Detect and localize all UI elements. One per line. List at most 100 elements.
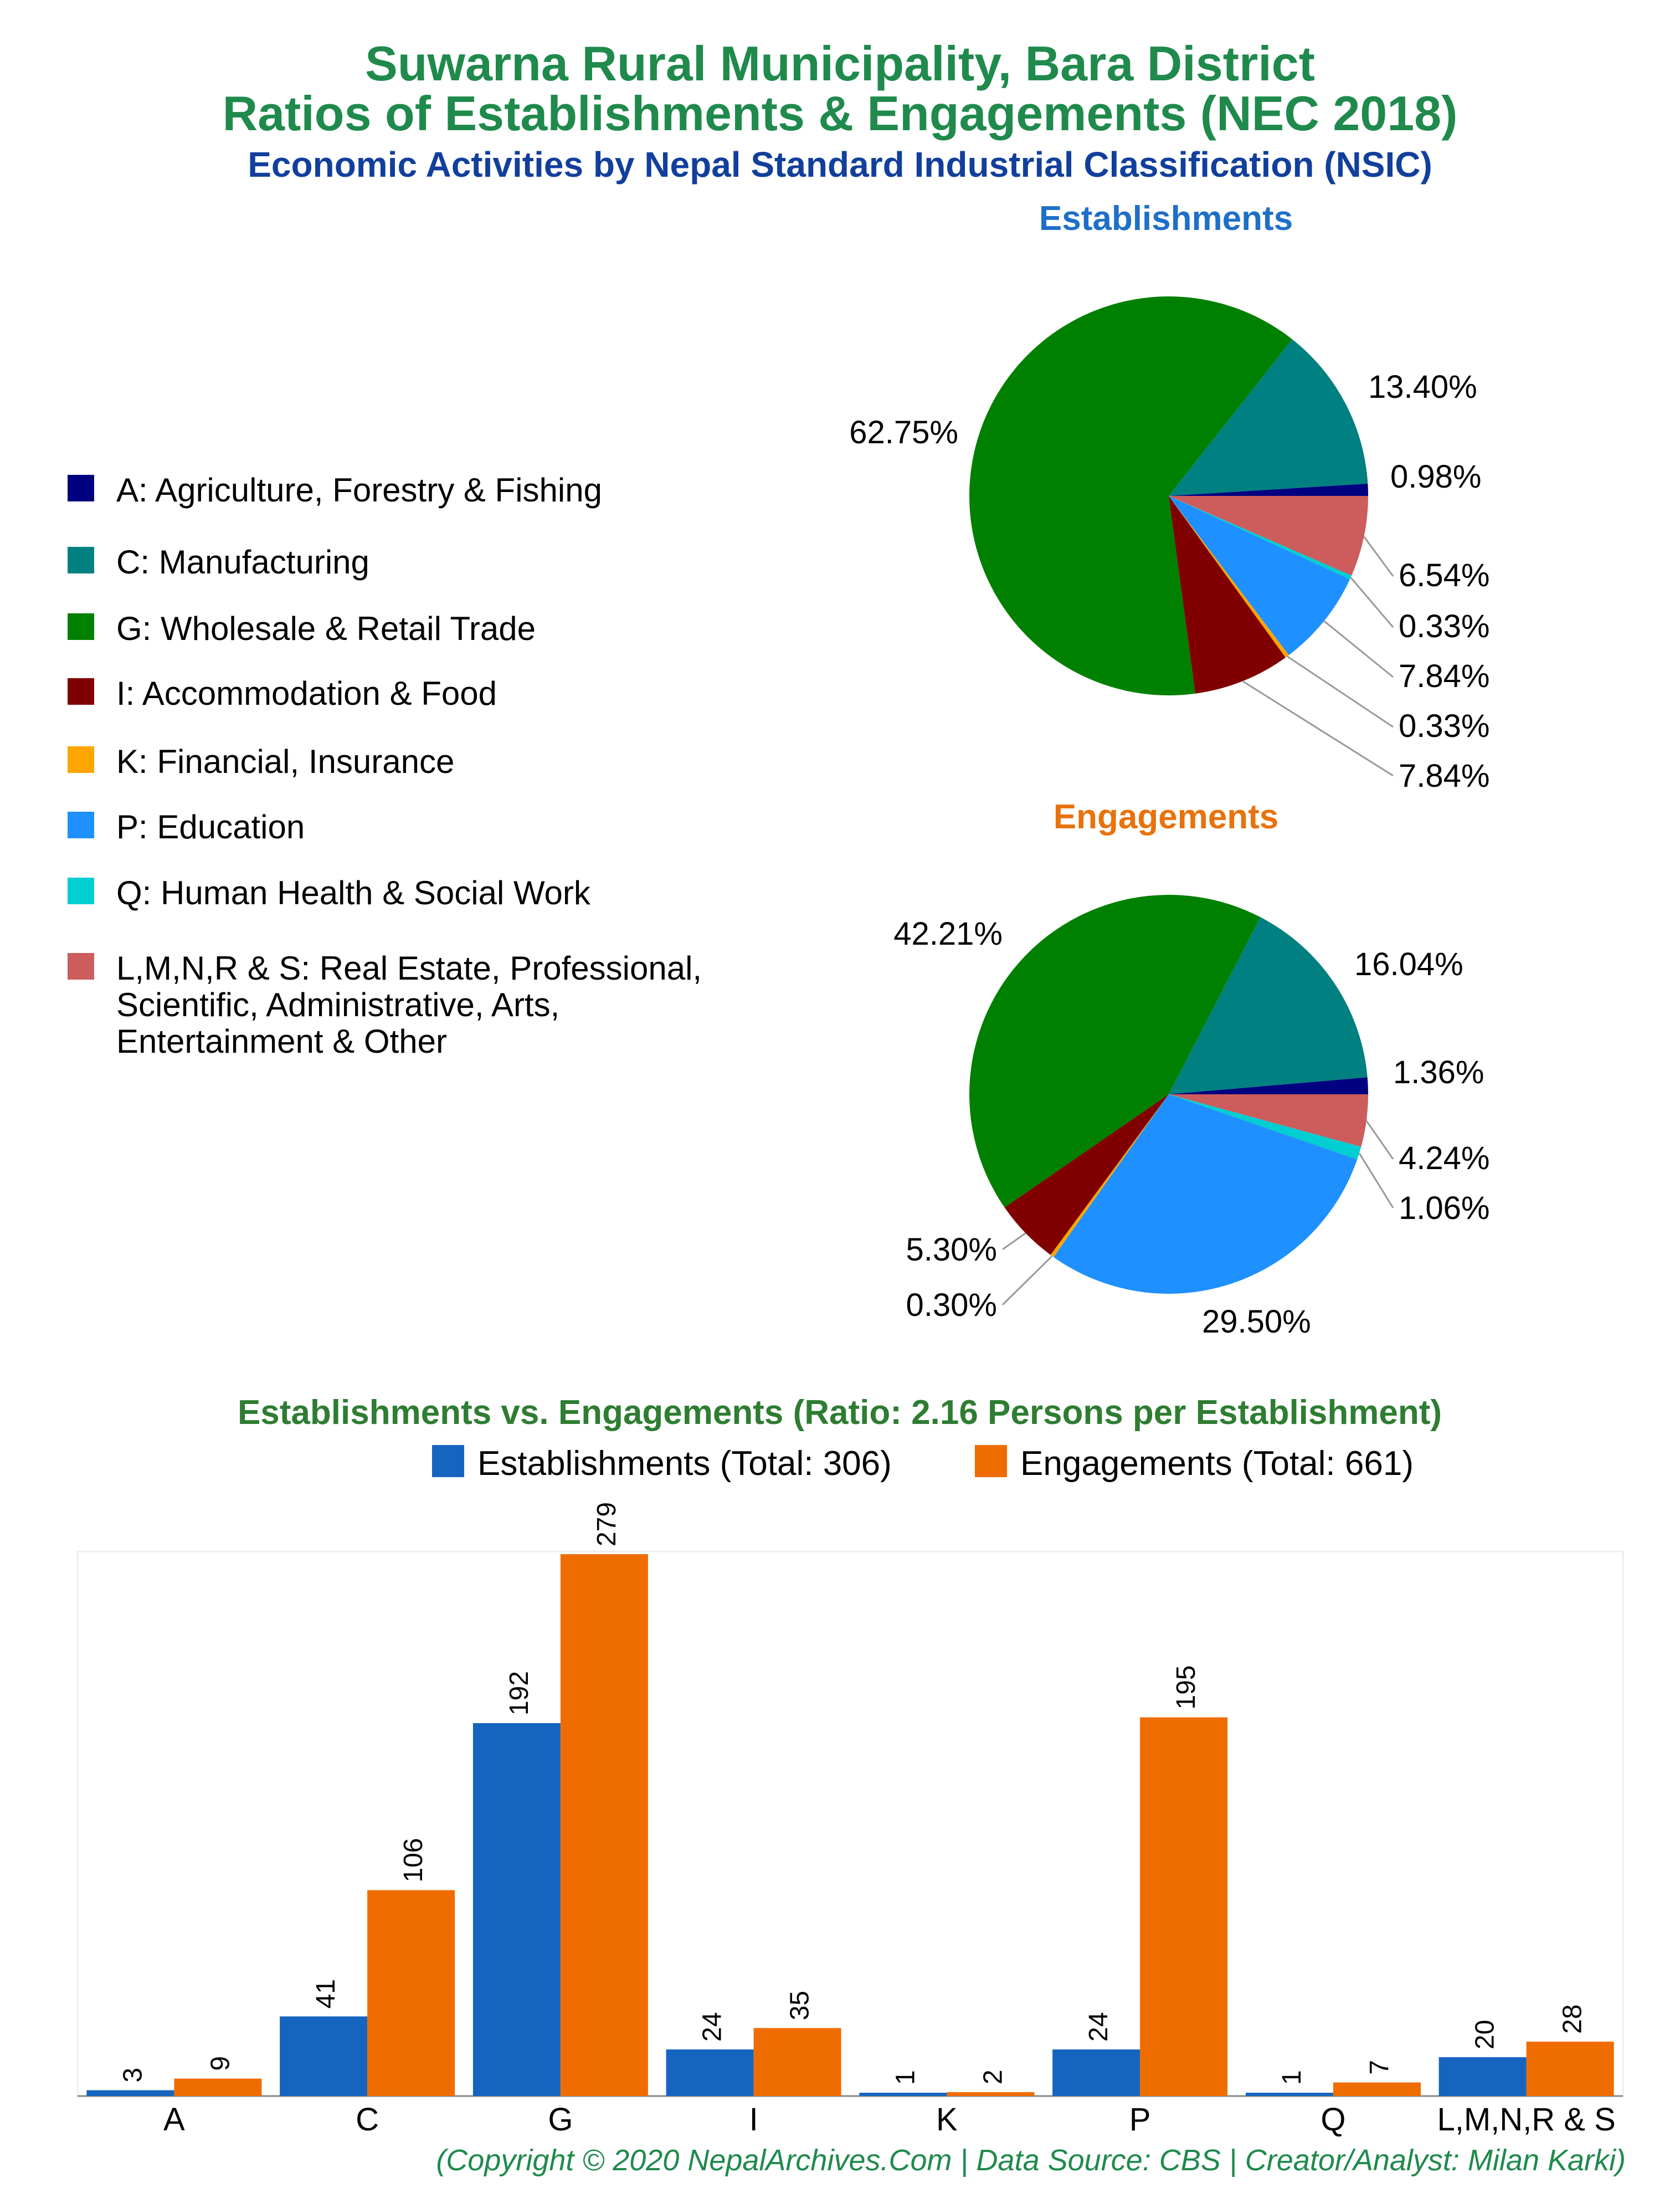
bar-engagements-0 — [174, 2078, 262, 2096]
legend-swatch-c — [68, 547, 94, 573]
category-legend: A: Agriculture, Forestry & Fishing C: Man… — [68, 472, 702, 1060]
bar-value-label: 35 — [785, 1991, 815, 2020]
bar-value-label: 1 — [1277, 2070, 1307, 2085]
pie-slice-label: 1.06% — [1399, 1190, 1489, 1226]
pie-leader-line — [1323, 620, 1394, 678]
pie-slice-label: 7.84% — [1399, 758, 1489, 794]
page-subtitle: Economic Activities by Nepal Standard In… — [248, 145, 1432, 185]
pie-leader-line — [1365, 1120, 1394, 1160]
pie-slice-c — [1169, 917, 1368, 1094]
legend-label-a: A: Agriculture, Forestry & Fishing — [116, 472, 602, 509]
bar-value-label: 279 — [592, 1502, 621, 1546]
legend-swatch-k — [68, 746, 94, 773]
pie-slice-label: 13.40% — [1368, 369, 1477, 405]
bar-establishments-0 — [86, 2090, 174, 2096]
bar-value-label: 192 — [505, 1671, 534, 1715]
pie-leader-line — [1358, 1152, 1394, 1208]
bar-value-label: 9 — [205, 2056, 235, 2071]
x-tick-label: Q — [1321, 2102, 1345, 2138]
series-legend-label-1: Engagements (Total: 661) — [1020, 1444, 1414, 1483]
bar-value-label: 1 — [891, 2070, 920, 2085]
bar-value-label: 41 — [311, 1979, 341, 2008]
pie-slice-label: 29.50% — [1202, 1304, 1311, 1340]
pie-slice-label: 4.24% — [1399, 1140, 1489, 1176]
bar-engagements-6 — [1333, 2082, 1421, 2096]
x-tick-label: K — [936, 2102, 958, 2138]
pie-slice-label: 5.30% — [906, 1232, 997, 1268]
bar-value-label: 28 — [1558, 2004, 1587, 2033]
bar-value-label: 7 — [1365, 2060, 1394, 2075]
bar-establishments-2 — [472, 1723, 561, 2096]
bar-value-label: 106 — [399, 1838, 428, 1882]
legend-label-lmnrs: Entertainment & Other — [116, 1023, 447, 1060]
legend-swatch-g — [68, 613, 94, 640]
bar-chart-title: Establishments vs. Engagements (Ratio: 2… — [238, 1393, 1442, 1432]
x-tick-label: A — [163, 2102, 185, 2138]
establishments-pie-chart: Establishments 0.98% 13.40% 62.75% 7.84% 0.33… — [849, 199, 1489, 794]
bar-engagements-3 — [753, 2028, 841, 2096]
engagements-pie-chart: Engagements 1.36% 16.04% 42.21% 5.30% 0.30% 29… — [893, 798, 1489, 1340]
pie-slice-g — [969, 296, 1292, 695]
pie-slice-lmnrs — [1169, 1094, 1368, 1147]
legend-swatch-q — [68, 878, 94, 904]
pie-leader-line — [1287, 655, 1394, 728]
legend-label-i: I: Accommodation & Food — [116, 675, 497, 712]
pie-slice-p — [1169, 496, 1350, 655]
legend-label-g: G: Wholesale & Retail Trade — [116, 610, 536, 647]
pie-slice-label: 0.30% — [906, 1287, 997, 1323]
bar-engagements-5 — [1140, 1717, 1228, 2096]
pie-slice-label: 62.75% — [849, 414, 958, 450]
bar-establishments-1 — [280, 2016, 368, 2096]
legend-swatch-a — [68, 475, 94, 501]
bar-value-label: 2 — [978, 2069, 1008, 2084]
pie-slice-a — [1169, 1077, 1368, 1094]
pie-slice-p — [1054, 1094, 1358, 1294]
pie-slice-c — [1169, 339, 1368, 496]
bar-value-label: 24 — [1084, 2012, 1113, 2041]
legend-swatch-i — [68, 678, 94, 705]
pie-title: Establishments — [1039, 199, 1293, 238]
bar-engagements-2 — [560, 1554, 648, 2096]
pie-leader-line — [1350, 577, 1394, 628]
page-title-line2: Ratios of Establishments & Engagements (… — [222, 86, 1458, 141]
series-legend-label-0: Establishments (Total: 306) — [477, 1444, 892, 1483]
pie-slice-label: 42.21% — [893, 916, 1003, 952]
pie-slice-i — [1004, 1094, 1169, 1255]
pie-slice-i — [1169, 496, 1286, 694]
pie-slice-a — [1169, 483, 1368, 496]
pie-leader-line — [1363, 536, 1394, 577]
page-title: Suwarna Rural Municipality, Bara Distric… — [365, 36, 1315, 91]
x-tick-label: G — [548, 2102, 573, 2138]
legend-label-q: Q: Human Health & Social Work — [116, 874, 591, 911]
legend-label-c: C: Manufacturing — [116, 544, 369, 581]
pie-slice-label: 7.84% — [1399, 658, 1489, 694]
pie-slice-label: 0.33% — [1399, 608, 1489, 644]
pie-slice-k — [1050, 1094, 1169, 1257]
bar-value-label: 24 — [698, 2012, 727, 2041]
legend-label-lmnrs: Scientific, Administrative, Arts, — [116, 986, 559, 1023]
series-legend-swatch-1 — [975, 1445, 1007, 1477]
pie-slice-q — [1169, 496, 1352, 580]
x-tick-label: P — [1129, 2102, 1151, 2138]
bar-establishments-5 — [1052, 2049, 1140, 2096]
pie-slice-label: 0.98% — [1390, 459, 1481, 495]
pie-slice-lmnrs — [1169, 496, 1369, 576]
copyright-footer: (Copyright © 2020 NepalArchives.Com | Da… — [436, 2144, 1626, 2177]
bar-engagements-7 — [1526, 2041, 1614, 2096]
legend-swatch-lmnrs — [68, 953, 94, 980]
pie-title: Engagements — [1054, 798, 1279, 836]
legend-swatch-p — [68, 812, 94, 838]
x-tick-label: L,M,N,R & S — [1437, 2102, 1615, 2138]
x-tick-label: C — [356, 2102, 379, 2138]
bar-engagements-1 — [367, 1890, 455, 2096]
bar-establishments-7 — [1438, 2057, 1527, 2096]
legend-label-lmnrs: L,M,N,R & S: Real Estate, Professional, — [116, 950, 702, 987]
bar-establishments-4 — [859, 2093, 947, 2096]
x-tick-label: I — [749, 2102, 758, 2138]
plot-frame — [76, 1550, 1624, 2097]
series-legend-swatch-0 — [432, 1445, 464, 1477]
pie-slice-label: 6.54% — [1399, 557, 1489, 593]
pie-slice-g — [969, 895, 1261, 1208]
pie-leader-line — [1242, 680, 1394, 777]
